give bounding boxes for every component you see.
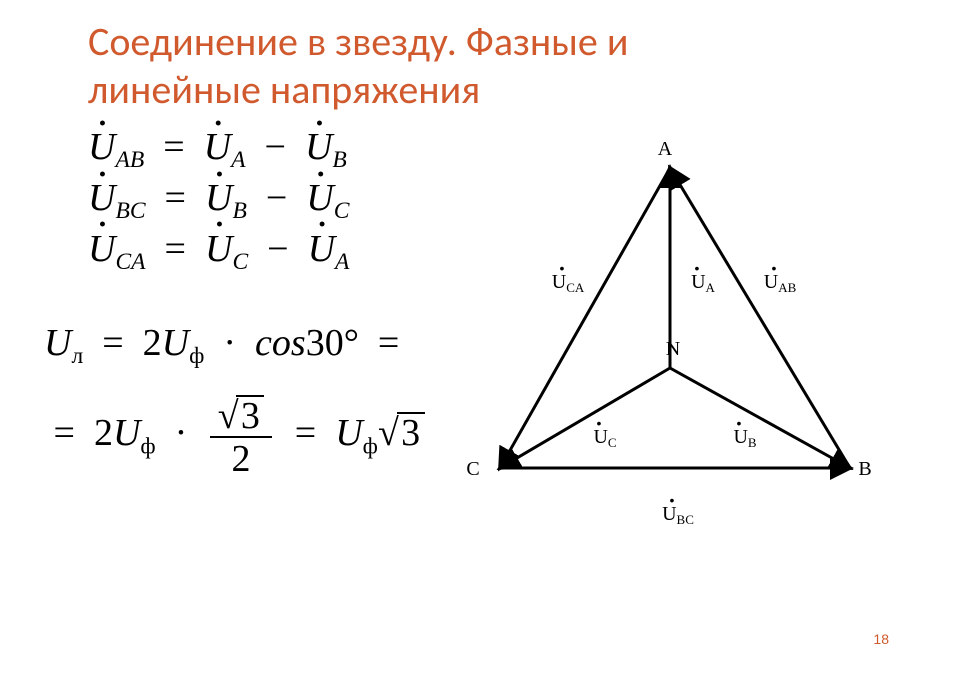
svg-text:UBC: UBC <box>662 503 694 527</box>
svg-text:B: B <box>858 458 871 480</box>
svg-text:A: A <box>657 138 672 160</box>
eq-uab: UAB = UA − UB <box>88 128 425 173</box>
slide: Соединение в звезду. Фазные и линейные н… <box>0 0 969 675</box>
svg-text:•: • <box>596 415 601 431</box>
svg-text:UCA: UCA <box>551 271 584 295</box>
eq-uca: UCA = UC − UA <box>88 230 425 275</box>
vector-diagram: UA•UB•UC•UAB•UBC•UCA•ABCN <box>455 133 885 563</box>
eq-ubc: UBC = UB − UC <box>88 179 425 224</box>
eq-ul-line1: Uл = 2Uф · cos30° = <box>44 324 425 369</box>
content-row: UAB = UA − UB UBC = UB − UC UCA = UC − U… <box>88 128 919 484</box>
svg-text:•: • <box>736 415 741 431</box>
page-number: 18 <box>873 631 889 647</box>
equations-block: UAB = UA − UB UBC = UB − UC UCA = UC − U… <box>88 128 425 484</box>
svg-text:•: • <box>669 492 674 508</box>
svg-text:C: C <box>466 458 479 480</box>
svg-text:UAB: UAB <box>763 271 796 295</box>
title-line-1: Соединение в звезду. Фазные и <box>88 17 629 66</box>
svg-text:•: • <box>771 260 776 276</box>
svg-text:N: N <box>665 338 679 360</box>
eq-ul-line2: = 2Uф · √3 2 = Uф√3 <box>44 395 425 478</box>
svg-text:•: • <box>694 260 699 276</box>
slide-title: Соединение в звезду. Фазные и линейные н… <box>88 18 919 114</box>
svg-text:•: • <box>559 260 564 276</box>
fraction: √3 2 <box>210 395 272 478</box>
title-line-2: линейные напряжения <box>88 65 480 114</box>
